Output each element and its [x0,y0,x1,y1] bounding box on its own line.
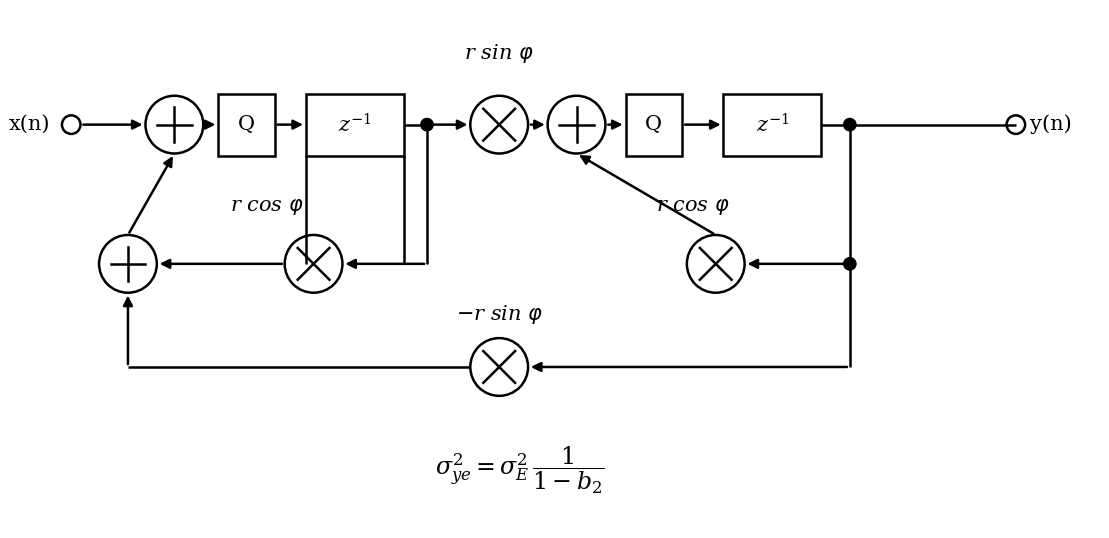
Text: $z^{-1}$: $z^{-1}$ [338,113,372,136]
Bar [625,94,682,155]
Text: x(n): x(n) [9,115,51,134]
Text: Q: Q [238,115,255,134]
Text: $\sigma_{ye}^2 = \sigma_E^2\, \dfrac{1}{1-b_2}$: $\sigma_{ye}^2 = \sigma_E^2\, \dfrac{1}{… [435,444,604,495]
Text: r cos $\varphi$: r cos $\varphi$ [657,197,730,217]
Text: $-$r sin $\varphi$: $-$r sin $\varphi$ [456,303,542,325]
Circle shape [844,118,856,131]
Bar [723,94,822,155]
Text: Q: Q [645,115,662,134]
Text: $z^{-1}$: $z^{-1}$ [755,113,790,136]
Text: r sin $\varphi$: r sin $\varphi$ [465,42,535,65]
Text: r cos $\varphi$: r cos $\varphi$ [231,197,304,217]
Text: y(n): y(n) [1030,115,1072,134]
Circle shape [844,258,856,270]
Circle shape [420,118,434,131]
Bar [218,94,275,155]
Bar [306,94,404,155]
